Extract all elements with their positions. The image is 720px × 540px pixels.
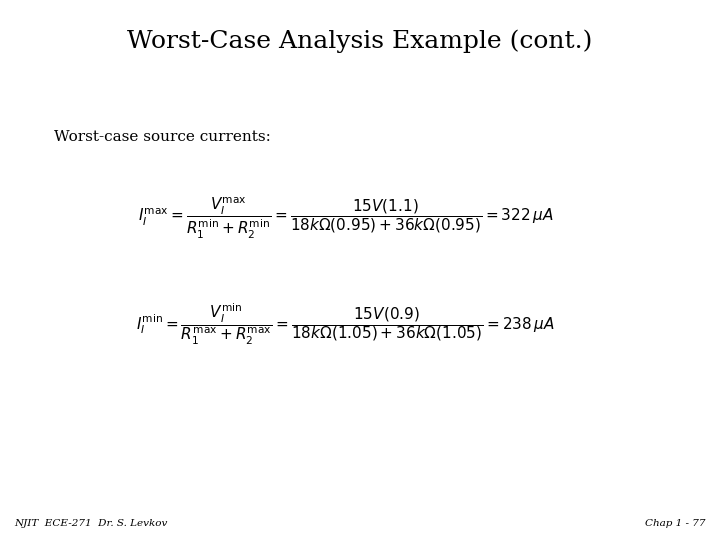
Text: Worst-Case Analysis Example (cont.): Worst-Case Analysis Example (cont.) [127, 30, 593, 53]
Text: Worst-case source currents:: Worst-case source currents: [54, 130, 271, 144]
Text: $I_I^{\mathrm{min}} = \dfrac{V_I^{\mathrm{min}}}{R_1^{\mathrm{max}} + R_2^{\math: $I_I^{\mathrm{min}} = \dfrac{V_I^{\mathr… [136, 301, 555, 347]
Text: NJIT  ECE-271  Dr. S. Levkov: NJIT ECE-271 Dr. S. Levkov [14, 519, 168, 528]
Text: $I_I^{\mathrm{max}} = \dfrac{V_I^{\mathrm{max}}}{R_1^{\mathrm{min}} + R_2^{\math: $I_I^{\mathrm{max}} = \dfrac{V_I^{\mathr… [138, 196, 554, 241]
Text: Chap 1 - 77: Chap 1 - 77 [645, 519, 706, 528]
